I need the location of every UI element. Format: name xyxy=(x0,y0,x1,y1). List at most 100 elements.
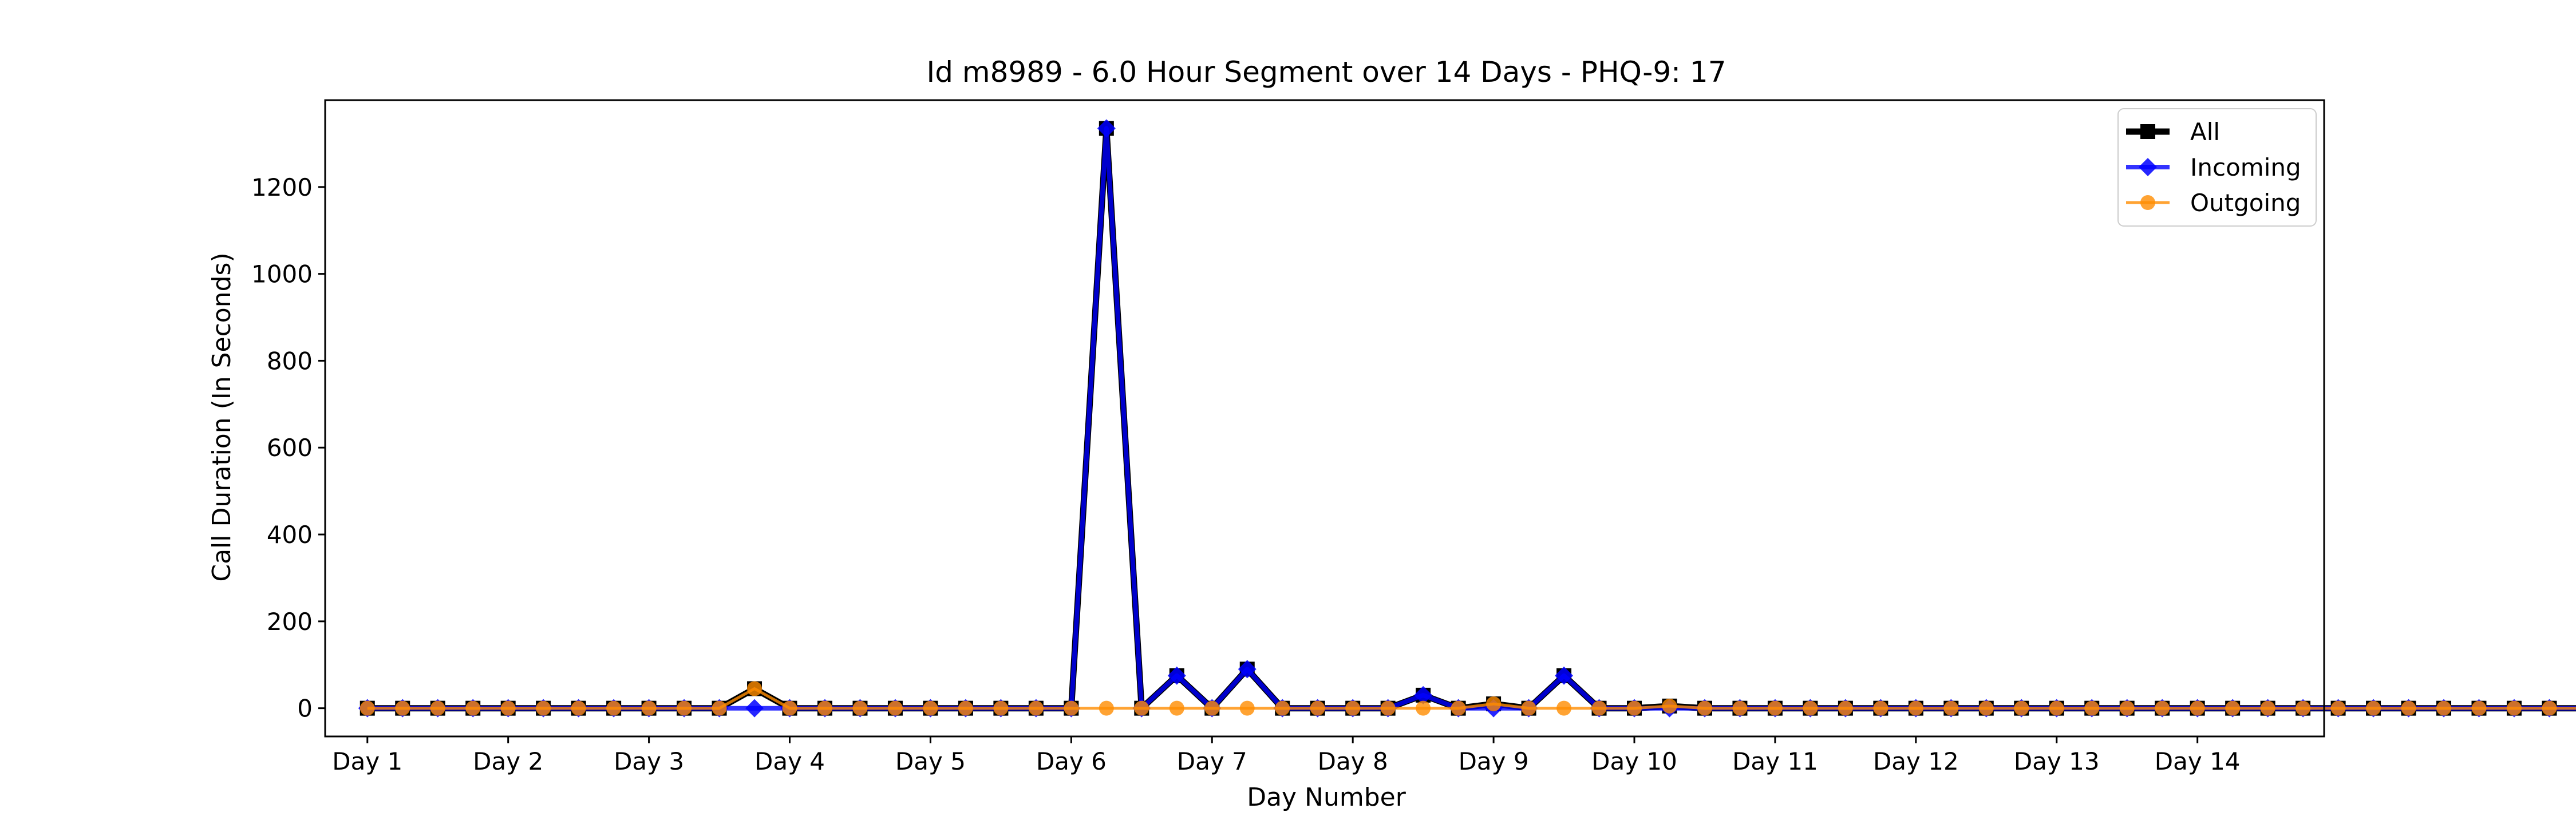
data-point xyxy=(1134,700,1149,716)
series-line xyxy=(367,126,2576,711)
data-point xyxy=(1167,666,1186,685)
legend-box xyxy=(2117,108,2317,227)
data-point xyxy=(1732,700,1748,716)
data-point xyxy=(958,700,973,716)
x-tick-label: Day 8 xyxy=(1318,747,1388,775)
x-axis: Day 1 Day 2 Day 3 Day 4 Day 5 Day 6 Day 7 Day 8… xyxy=(332,736,2241,775)
data-point xyxy=(1486,696,1502,712)
y-tick-label: 800 xyxy=(267,347,313,375)
x-tick-label: Day 14 xyxy=(2155,747,2241,775)
data-point xyxy=(1238,660,1257,679)
plot-background xyxy=(325,100,2324,736)
x-tick-label: Day 10 xyxy=(1591,747,1677,775)
data-point xyxy=(1943,700,1959,716)
data-point xyxy=(2330,700,2346,716)
data-point xyxy=(571,700,586,716)
legend: All Incoming Outgoing xyxy=(2117,108,2317,227)
x-tick-label: Day 2 xyxy=(473,747,543,775)
data-point xyxy=(2471,700,2487,716)
legend-item: All xyxy=(2126,118,2220,146)
data-point xyxy=(1099,700,1114,716)
data-point xyxy=(2296,700,2311,716)
x-tick-label: Day 13 xyxy=(2014,747,2100,775)
data-point xyxy=(747,681,762,696)
data-point xyxy=(1064,700,1079,716)
data-point xyxy=(1873,700,1888,716)
data-point xyxy=(2119,700,2135,716)
y-tick-label: 600 xyxy=(267,434,313,462)
data-point xyxy=(2366,700,2381,716)
x-tick-label: Day 11 xyxy=(1732,747,1818,775)
y-tick-label: 1000 xyxy=(251,260,313,288)
data-point xyxy=(1097,119,1116,138)
data-point xyxy=(2436,700,2452,716)
data-point xyxy=(1521,700,1536,716)
data-point xyxy=(2225,700,2241,716)
data-point xyxy=(1169,700,1184,716)
data-point xyxy=(1838,700,1853,716)
data-point xyxy=(606,700,622,716)
legend-item: Incoming xyxy=(2126,153,2301,181)
data-point xyxy=(1416,700,1431,716)
data-point xyxy=(1591,700,1607,716)
legend-label: Incoming xyxy=(2190,153,2301,181)
y-tick-label: 1200 xyxy=(251,173,313,201)
data-point xyxy=(1803,700,1818,716)
data-point xyxy=(1028,700,1044,716)
data-point xyxy=(2155,700,2170,716)
data-point xyxy=(536,700,551,716)
data-point xyxy=(2542,700,2557,716)
data-point xyxy=(993,700,1009,716)
legend-label: Outgoing xyxy=(2190,189,2301,217)
data-point xyxy=(852,700,868,716)
data-point xyxy=(2260,700,2275,716)
series-layer xyxy=(358,119,2576,718)
y-axis: 0 200 400 600 800 1000 1200 xyxy=(251,173,325,723)
x-tick-label: Day 3 xyxy=(614,747,684,775)
x-tick-label: Day 6 xyxy=(1036,747,1107,775)
legend-swatch-marker xyxy=(2140,195,2155,210)
data-point xyxy=(1555,666,1574,685)
x-tick-label: Day 12 xyxy=(1873,747,1959,775)
data-point xyxy=(2049,700,2064,716)
data-point xyxy=(641,700,657,716)
data-point xyxy=(677,700,692,716)
y-tick-label: 0 xyxy=(297,695,313,723)
data-point xyxy=(923,700,938,716)
data-point xyxy=(712,700,727,716)
data-point xyxy=(2506,700,2522,716)
data-point xyxy=(1451,700,1466,716)
data-point xyxy=(1275,700,1290,716)
data-point xyxy=(1414,686,1433,704)
data-point xyxy=(1239,700,1255,716)
data-point xyxy=(2014,700,2029,716)
plot-frame xyxy=(324,99,2325,738)
data-point xyxy=(1556,700,1572,716)
data-point xyxy=(817,700,832,716)
y-axis-label: Call Duration (In Seconds) xyxy=(207,252,236,581)
x-tick-label: Day 7 xyxy=(1177,747,1247,775)
data-point xyxy=(782,700,797,716)
x-tick-label: Day 5 xyxy=(895,747,966,775)
data-point xyxy=(500,700,516,716)
data-point xyxy=(430,700,445,716)
x-tick-label: Day 4 xyxy=(754,747,825,775)
data-point xyxy=(2084,700,2100,716)
plot-area xyxy=(324,99,2576,738)
x-tick-label: Day 9 xyxy=(1459,747,1529,775)
legend-swatch-marker xyxy=(2140,124,2155,139)
data-point xyxy=(1345,700,1361,716)
data-point xyxy=(1978,700,1994,716)
data-point xyxy=(1767,700,1783,716)
data-point xyxy=(395,700,410,716)
data-point xyxy=(1697,700,1712,716)
data-point xyxy=(887,700,903,716)
data-point xyxy=(359,700,375,716)
data-point xyxy=(2190,700,2205,716)
x-tick-label: Day 1 xyxy=(332,747,402,775)
legend-item: Outgoing xyxy=(2126,189,2301,217)
data-point xyxy=(1662,698,1677,714)
data-point xyxy=(465,700,481,716)
data-point xyxy=(1310,700,1325,716)
